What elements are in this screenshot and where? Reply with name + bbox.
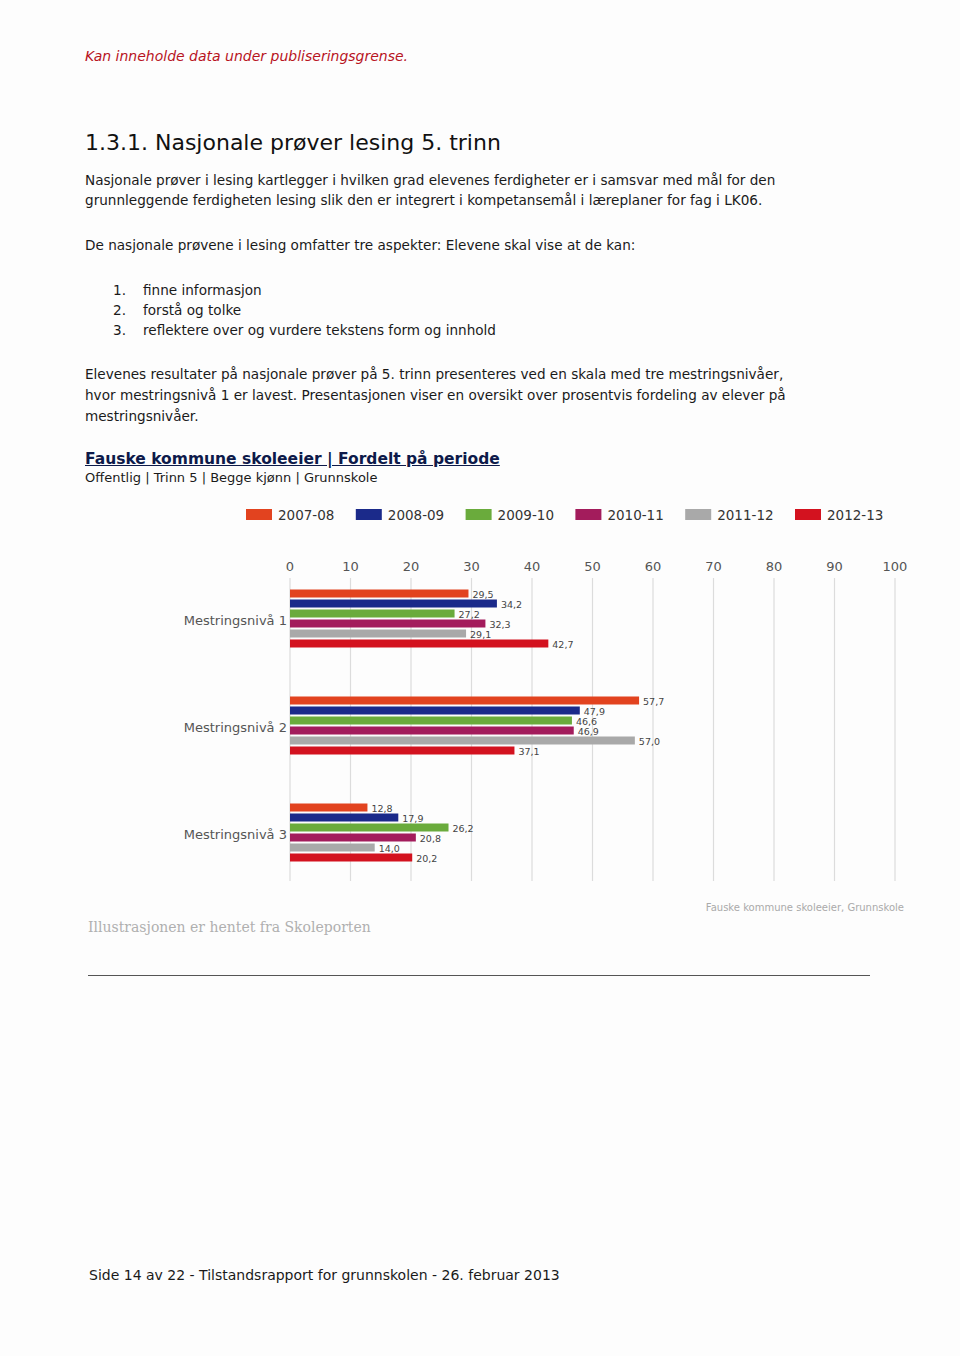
- tick-label: 80: [766, 559, 783, 574]
- tick-label: 10: [342, 559, 359, 574]
- list-number: 2.: [113, 302, 126, 318]
- legend-swatch: [685, 509, 711, 520]
- data-label: 32,3: [489, 619, 510, 630]
- bar: [290, 630, 466, 638]
- bar: [290, 814, 398, 822]
- legend-label: 2008-09: [388, 507, 444, 523]
- list-number: 1.: [113, 282, 126, 298]
- bar: [290, 727, 574, 735]
- data-label: 46,9: [578, 726, 599, 737]
- legend-label: 2009-10: [498, 507, 554, 523]
- data-label: 26,2: [453, 823, 474, 834]
- legend-swatch: [356, 509, 382, 520]
- bar: [290, 707, 580, 715]
- legend-swatch: [466, 509, 492, 520]
- data-label: 27,2: [459, 609, 480, 620]
- legend-label: 2010-11: [607, 507, 663, 523]
- data-label: 57,7: [643, 696, 664, 707]
- tick-label: 70: [705, 559, 722, 574]
- data-labels: 29,534,227,232,329,142,757,747,946,646,9…: [371, 589, 664, 864]
- data-label: 20,8: [420, 833, 441, 844]
- category-label: Mestringsnivå 1: [184, 613, 287, 628]
- data-label: 17,9: [402, 813, 423, 824]
- grid-line: [652, 578, 653, 881]
- legend-label: 2007-08: [278, 507, 334, 523]
- chart-title: Fauske kommune skoleeier | Fordelt på pe…: [85, 450, 500, 468]
- data-label: 29,5: [472, 589, 493, 600]
- bar: [290, 717, 572, 725]
- bar: [290, 697, 639, 705]
- list-item: reflektere over og vurdere tekstens form…: [143, 322, 496, 338]
- heading: 1.3.1. Nasjonale prøver lesing 5. trinn: [85, 130, 501, 155]
- legend-label: 2011-12: [717, 507, 773, 523]
- legend-swatch: [246, 509, 272, 520]
- category-label: Mestringsnivå 2: [184, 720, 287, 735]
- bar: [290, 854, 412, 862]
- chart: 2007-08 2008-09 2009-10 2010-11 2011-12 2012-…: [0, 0, 960, 1356]
- bar: [290, 844, 375, 852]
- tick-label: 0: [286, 559, 294, 574]
- data-label: 12,8: [371, 803, 392, 814]
- footer: Side 14 av 22 - Tilstandsrapport for gru…: [89, 1267, 560, 1283]
- chart-subtitle: Offentlig | Trinn 5 | Begge kjønn | Grun…: [85, 470, 377, 485]
- intro-line: Nasjonale prøver i lesing kartlegger i h…: [85, 172, 775, 188]
- caption: Illustrasjonen er hentet fra Skoleporten: [88, 919, 371, 935]
- bar: [290, 747, 514, 755]
- tick-label: 30: [463, 559, 480, 574]
- grid-line: [713, 578, 714, 881]
- tick-label: 20: [403, 559, 420, 574]
- bar: [290, 824, 449, 832]
- grid-line: [773, 578, 774, 881]
- legend-swatch: [575, 509, 601, 520]
- rule: [88, 975, 870, 976]
- annotation: Fauske kommune skoleeier, Grunnskole: [706, 902, 904, 913]
- grid-line: [834, 578, 835, 881]
- legend-swatch: [795, 509, 821, 520]
- bar: [290, 590, 468, 598]
- legend-label: 2012-13: [827, 507, 883, 523]
- bars: [290, 590, 639, 862]
- tick-label: 100: [883, 559, 908, 574]
- list-item: finne informasjon: [143, 282, 262, 298]
- tick-label: 50: [584, 559, 601, 574]
- header-note: Kan inneholde data under publiseringsgre…: [85, 48, 408, 64]
- bar: [290, 804, 367, 812]
- data-label: 37,1: [518, 746, 539, 757]
- aspects-intro: De nasjonale prøvene i lesing omfatter t…: [85, 237, 635, 253]
- intro-line: grunnleggende ferdigheten lesing slik de…: [85, 192, 762, 208]
- bar: [290, 834, 416, 842]
- data-label: 20,2: [416, 853, 437, 864]
- bar: [290, 737, 635, 745]
- bar: [290, 600, 497, 608]
- tick-label: 60: [645, 559, 662, 574]
- tick-label: 40: [524, 559, 541, 574]
- category-label: Mestringsnivå 3: [184, 827, 287, 842]
- data-label: 42,7: [552, 639, 573, 650]
- bar: [290, 620, 485, 628]
- bar: [290, 610, 455, 618]
- list-number: 3.: [113, 322, 126, 338]
- tick-label: 90: [826, 559, 843, 574]
- data-label: 57,0: [639, 736, 660, 747]
- results-line: mestringsnivåer.: [85, 408, 199, 424]
- list-item: forstå og tolke: [143, 302, 241, 318]
- data-label: 34,2: [501, 599, 522, 610]
- data-label: 14,0: [379, 843, 400, 854]
- results-line: hvor mestringsnivå 1 er lavest. Presenta…: [85, 387, 786, 403]
- bar: [290, 640, 548, 648]
- data-label: 29,1: [470, 629, 491, 640]
- results-line: Elevenes resultater på nasjonale prøver …: [85, 366, 783, 382]
- grid-line: [894, 578, 895, 881]
